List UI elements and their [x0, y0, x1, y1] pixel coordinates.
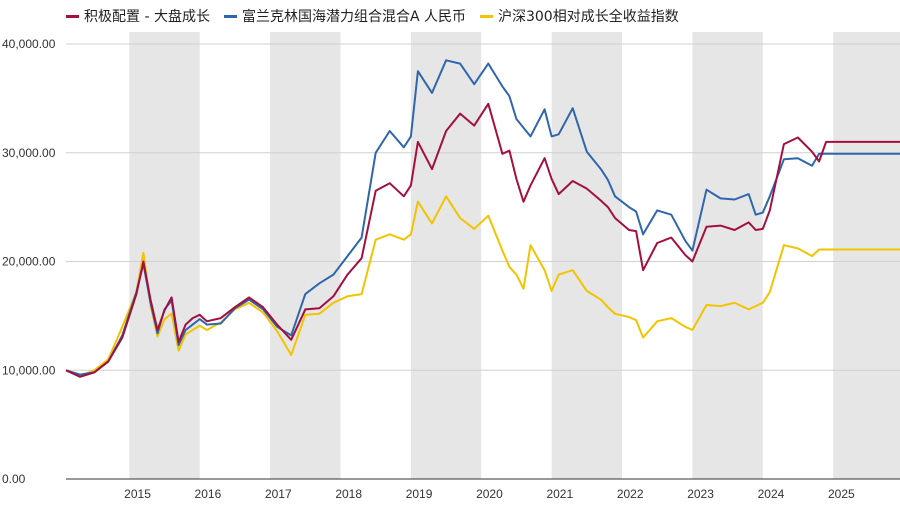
x-tick-label: 2023 [687, 487, 714, 501]
year-band-2017 [270, 32, 341, 479]
series-line-3 [65, 195, 900, 377]
legend-label-series-1: 积极配置 - 大盘成长 [84, 9, 210, 25]
series-lines [65, 59, 900, 378]
legend-swatch-series-3 [479, 14, 493, 18]
year-band-2019 [410, 32, 482, 479]
x-tick-label: 2025 [828, 487, 855, 501]
legend-item-series-1: 积极配置 - 大盘成长 [66, 6, 210, 26]
y-tick-label: 0.00 [2, 472, 26, 486]
year-band-2021 [551, 32, 622, 479]
x-tick-label: 2019 [406, 487, 433, 501]
legend-swatch-series-2 [223, 14, 237, 18]
x-axis-ticks: 2015 2016 2017 2018 2019 2020 2021 2022 2023 2024… [124, 487, 855, 501]
y-tick-label: 40,000.00 [2, 37, 56, 51]
x-tick-label: 2015 [124, 487, 151, 501]
legend-label-series-3: 沪深300相对成长全收益指数 [497, 9, 679, 25]
x-tick-label: 2022 [617, 487, 644, 501]
x-tick-label: 2020 [476, 487, 503, 501]
year-bands [129, 32, 900, 479]
x-tick-label: 2021 [546, 487, 573, 501]
x-tick-label: 2016 [195, 487, 222, 501]
year-band-2015 [129, 32, 200, 479]
y-tick-label: 10,000.00 [2, 363, 56, 377]
legend-item-series-2: 富兰克林国海潜力组合混合A 人民币 [223, 6, 466, 26]
y-tick-label: 20,000.00 [2, 255, 56, 269]
chart-legend: 积极配置 - 大盘成长 富兰克林国海潜力组合混合A 人民币 沪深300相对成长全… [66, 6, 679, 26]
legend-item-series-3: 沪深300相对成长全收益指数 [479, 6, 679, 26]
legend-swatch-series-1 [66, 14, 79, 18]
year-band-2025 [833, 32, 900, 479]
x-tick-label: 2024 [758, 487, 785, 501]
gridlines [66, 43, 900, 371]
y-axis-ticks: 0.00 10,000.00 20,000.00 30,000.00 40,000.00 [2, 37, 56, 486]
series-line-1 [65, 102, 900, 378]
x-tick-label: 2017 [265, 487, 292, 501]
year-band-2023 [692, 32, 763, 479]
y-tick-label: 30,000.00 [2, 146, 56, 160]
legend-label-series-2: 富兰克林国海潜力组合混合A 人民币 [241, 9, 466, 25]
x-tick-label: 2018 [335, 487, 362, 501]
